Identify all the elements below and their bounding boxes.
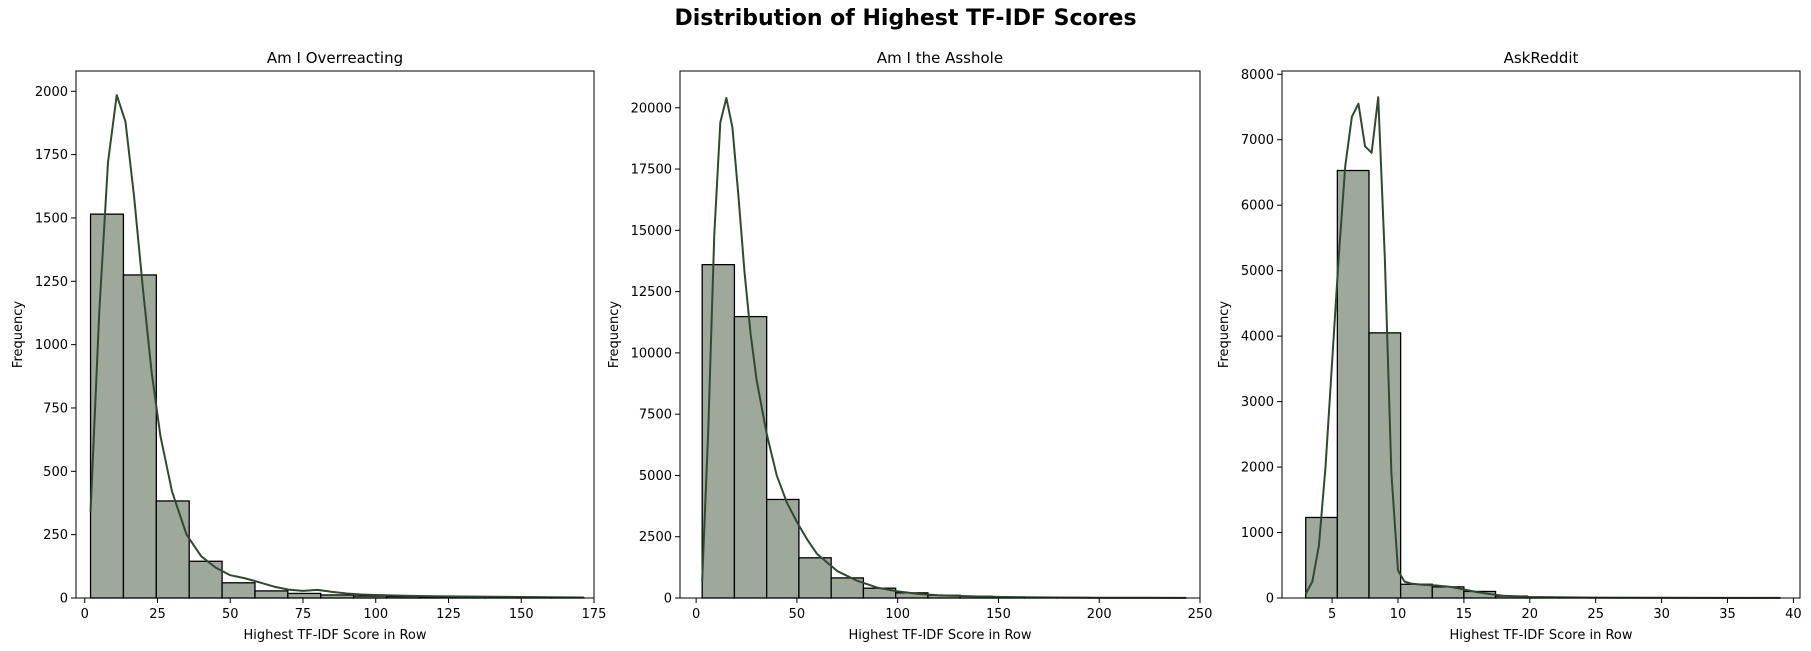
kde-line	[89, 94, 584, 599]
y-tick-label: 17500	[631, 163, 672, 178]
y-axis-label: Frequency	[11, 301, 26, 368]
subplot-title: Am I Overreacting	[267, 49, 403, 67]
x-tick-label: 75	[295, 607, 312, 622]
y-tick-label: 15000	[631, 224, 672, 239]
x-tick-label: 20	[1522, 607, 1539, 622]
x-tick-label: 30	[1653, 607, 1670, 622]
x-tick-label: 50	[789, 607, 806, 622]
x-tick-label: 100	[363, 607, 388, 622]
subplot-1: 0 25 50 75 100 125 150 175025050075010001250150…	[11, 49, 606, 643]
y-axis-label: Frequency	[1217, 301, 1232, 368]
y-axis-label: Frequency	[607, 301, 622, 368]
histogram-bars	[1305, 169, 1781, 599]
histogram-bar	[221, 582, 256, 599]
x-tick-label: 35	[1719, 607, 1736, 622]
x-tick-label: 200	[1087, 607, 1112, 622]
histogram-bar	[155, 500, 190, 599]
figure-title: Distribution of Highest TF-IDF Scores	[674, 6, 1137, 31]
y-tick-label: 0	[60, 592, 68, 607]
x-tick-label: 15	[1456, 607, 1473, 622]
x-axis-label: Highest TF-IDF Score in Row	[243, 628, 426, 643]
y-tick-label: 8000	[1241, 68, 1274, 83]
y-tick-label: 250	[43, 528, 68, 543]
axes-frame	[679, 70, 1201, 599]
x-tick-label: 25	[1587, 607, 1604, 622]
histogram-bar	[701, 263, 736, 599]
histogram-bars	[89, 213, 585, 599]
histogram-bar	[798, 557, 832, 599]
y-tick-label: 1000	[35, 338, 68, 353]
y-tick-label: 3000	[1241, 395, 1274, 410]
y-tick-label: 0	[664, 592, 672, 607]
kde-line	[1304, 96, 1781, 599]
x-tick-label: 250	[1188, 607, 1213, 622]
histogram-bar	[766, 498, 800, 599]
y-tick-label: 5000	[639, 469, 672, 484]
histogram-bar	[188, 560, 223, 599]
y-tick-label: 2000	[1241, 461, 1274, 476]
y-tick-label: 1250	[35, 275, 68, 290]
y-tick-label: 6000	[1241, 199, 1274, 214]
x-tick-label: 150	[509, 607, 534, 622]
x-tick-label: 40	[1785, 607, 1802, 622]
axes-frame	[75, 70, 595, 599]
axes-frame	[1281, 70, 1801, 599]
y-tick-label: 750	[43, 401, 68, 416]
y-tick-label: 1000	[1241, 526, 1274, 541]
y-tick-label: 20000	[631, 101, 672, 116]
y-tick-label: 0	[1266, 592, 1274, 607]
y-tick-label: 1750	[35, 148, 68, 163]
y-tick-label: 2000	[35, 85, 68, 100]
y-tick-label: 1500	[35, 211, 68, 226]
subplot-title: Am I the Asshole	[877, 49, 1003, 67]
x-tick-label: 0	[81, 607, 89, 622]
subplot-title: AskReddit	[1504, 49, 1579, 67]
y-tick-label: 4000	[1241, 330, 1274, 345]
x-tick-label: 5	[1328, 607, 1336, 622]
histogram-bar	[733, 315, 768, 599]
y-tick-label: 2500	[639, 530, 672, 545]
x-tick-label: 125	[436, 607, 461, 622]
histogram-bar	[254, 590, 289, 599]
y-tick-label: 7500	[639, 408, 672, 423]
y-tick-label: 500	[43, 465, 68, 480]
x-tick-label: 25	[149, 607, 166, 622]
histogram-bar	[1336, 169, 1370, 599]
histogram-bar	[122, 274, 157, 599]
y-tick-label: 10000	[631, 346, 672, 361]
y-tick-label: 12500	[631, 285, 672, 300]
x-tick-label: 50	[222, 607, 239, 622]
x-axis-label: Highest TF-IDF Score in Row	[1449, 628, 1632, 643]
subplot-2: 0 50 100 150 200 2500250050007500100001250015…	[607, 49, 1212, 643]
x-axis-label: Highest TF-IDF Score in Row	[848, 628, 1031, 643]
histogram-bars	[701, 263, 1187, 599]
histogram-bar	[1399, 583, 1433, 599]
x-tick-label: 10	[1390, 607, 1407, 622]
kde-line	[701, 96, 1186, 599]
y-tick-label: 5000	[1241, 264, 1274, 279]
histogram-bar	[287, 592, 322, 599]
y-tick-label: 7000	[1241, 133, 1274, 148]
x-tick-label: 150	[986, 607, 1011, 622]
x-tick-label: 100	[885, 607, 910, 622]
histogram-bar	[1368, 332, 1402, 599]
subplot-3: 5 10 15 20 25 30 35 40 0 1000 2000 3000 4000 5000 6000…	[1217, 49, 1802, 643]
x-tick-label: 0	[692, 607, 700, 622]
x-tick-label: 175	[582, 607, 607, 622]
